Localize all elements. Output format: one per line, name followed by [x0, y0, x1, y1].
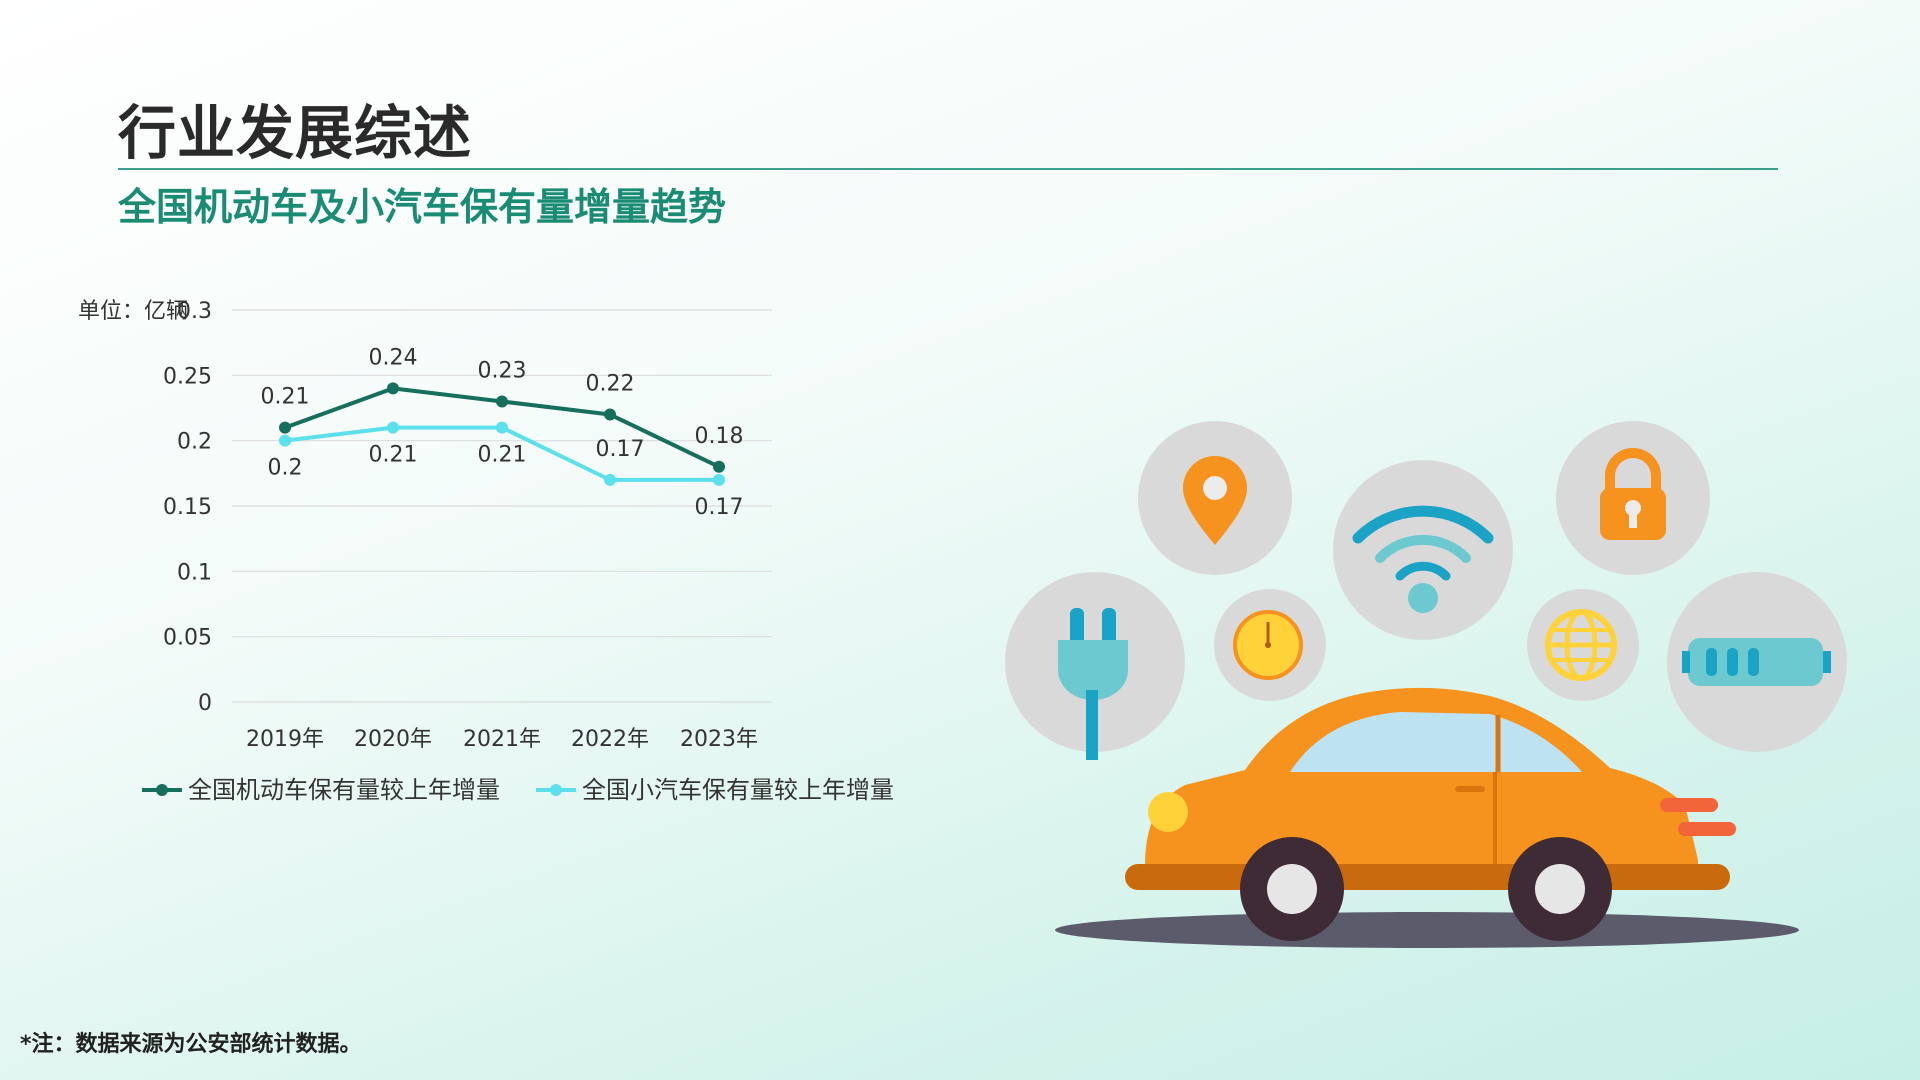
line-chart: 0 0.05 0.1 0.15 0.2 0.25 0.3单位：亿辆 2019年 2020年 202…	[78, 299, 894, 804]
data-point	[387, 382, 399, 395]
power-plug-icon	[1005, 572, 1185, 760]
footnote: *注：数据来源为公安部统计数据。	[20, 1032, 362, 1057]
data-label: 0.21	[369, 443, 418, 468]
unit-label: 单位：亿辆	[78, 299, 188, 324]
page-subtitle: 全国机动车及小汽车保有量增量趋势	[118, 185, 727, 229]
data-label: 0.22	[586, 372, 635, 397]
data-point	[279, 421, 291, 434]
legend-swatch-marker	[550, 784, 562, 796]
data-label: 0.17	[695, 495, 744, 520]
x-tick-label: 2019年	[246, 727, 324, 752]
car-icon	[1055, 687, 1799, 948]
data-point	[279, 434, 291, 447]
globe-icon	[1527, 589, 1639, 701]
data-label: 0.21	[478, 443, 527, 468]
y-tick-label: 0.1	[177, 560, 212, 585]
data-point	[604, 473, 616, 486]
x-tick-label: 2020年	[354, 727, 432, 752]
legend-swatch-marker	[156, 784, 168, 796]
map-pin-icon	[1138, 421, 1292, 575]
data-label: 0.21	[261, 385, 310, 410]
data-point	[604, 408, 616, 421]
data-point	[496, 395, 508, 408]
y-tick-label: 0	[198, 691, 212, 716]
x-tick-label: 2023年	[680, 727, 758, 752]
data-label: 0.2	[268, 456, 303, 481]
padlock-icon	[1556, 421, 1710, 575]
data-label: 0.24	[369, 345, 418, 370]
data-point	[496, 421, 508, 434]
legend-label: 全国机动车保有量较上年增量	[188, 776, 500, 804]
y-tick-label: 0.15	[163, 495, 212, 520]
data-label: 0.23	[478, 358, 527, 383]
y-tick-label: 0.3	[177, 299, 212, 324]
data-point	[387, 421, 399, 434]
connected-car-illustration	[1005, 421, 1847, 948]
wifi-icon	[1333, 460, 1513, 640]
speedometer-icon	[1214, 589, 1326, 701]
y-tick-label: 0.05	[163, 626, 212, 651]
data-point	[713, 473, 725, 486]
data-label: 0.18	[695, 424, 744, 449]
y-tick-label: 0.2	[177, 430, 212, 455]
legend-label: 全国小汽车保有量较上年增量	[582, 776, 894, 804]
data-point	[713, 460, 725, 473]
y-tick-label: 0.25	[163, 364, 212, 389]
x-tick-label: 2021年	[463, 727, 541, 752]
data-label: 0.17	[596, 437, 645, 462]
x-tick-label: 2022年	[571, 727, 649, 752]
title-divider	[118, 168, 1778, 170]
battery-icon	[1667, 572, 1847, 752]
page-title: 行业发展综述	[118, 99, 473, 167]
